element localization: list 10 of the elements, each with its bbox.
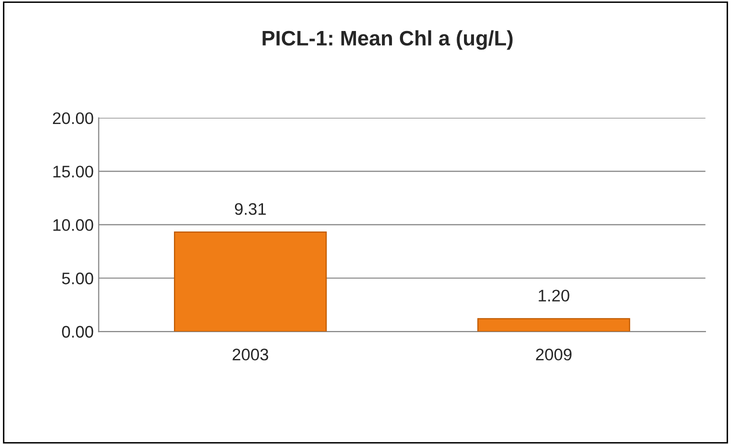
x-tick-label: 2009 (536, 348, 572, 360)
y-tick-label: 5.00 (62, 272, 94, 284)
chart-title: PICL-1: Mean Chl a (ug/L) (262, 30, 513, 50)
data-label: 9.31 (234, 203, 266, 215)
y-tick-label: 10.00 (53, 219, 94, 231)
y-tick-label: 15.00 (53, 166, 94, 178)
y-tick-label: 20.00 (52, 112, 94, 124)
x-tick-label: 2003 (232, 348, 268, 360)
data-label: 1.20 (538, 290, 570, 302)
y-tick-label: 0.00 (62, 326, 94, 338)
